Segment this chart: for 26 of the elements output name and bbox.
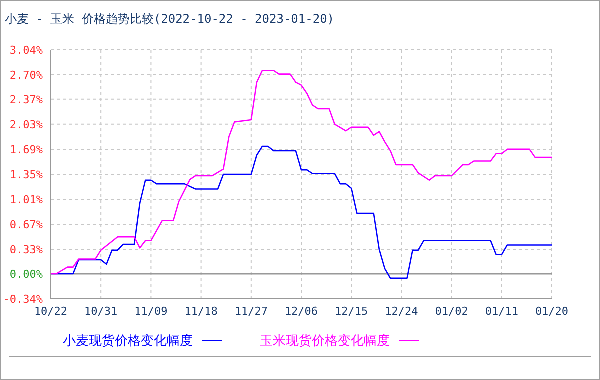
x-tick-label: 12/06	[284, 304, 318, 318]
x-tick-label: 01/02	[435, 304, 468, 318]
y-tick-label: 0.67%	[10, 218, 44, 232]
legend-label: 小麦现货价格变化幅度	[63, 333, 193, 350]
x-tick-label: 01/11	[485, 304, 518, 318]
x-tick-label: 01/20	[535, 304, 569, 318]
y-tick-label: 2.37%	[10, 93, 44, 106]
x-tick-label: 11/09	[134, 304, 168, 318]
legend-label: 玉米现货价格变化幅度	[260, 333, 390, 350]
x-tick-label: 10/31	[84, 304, 118, 318]
y-tick-label: 0.33%	[10, 244, 44, 257]
x-tick-label: 12/24	[385, 304, 419, 318]
y-tick-label: -0.34%	[3, 293, 44, 306]
y-tick-label: 1.35%	[10, 168, 44, 182]
y-tick-label: 3.04%	[10, 44, 44, 57]
x-tick-label: 12/15	[335, 304, 368, 318]
x-tick-label: 11/27	[234, 304, 268, 318]
x-tick-label: 10/22	[34, 304, 68, 318]
y-tick-label: 2.70%	[10, 69, 44, 82]
chart-title: 小麦 - 玉米 价格趋势比较(2022-10-22 - 2023-01-20)	[5, 11, 335, 28]
y-tick-label: 1.69%	[10, 143, 44, 156]
line-series	[51, 70, 552, 275]
x-tick-label: 11/18	[184, 304, 218, 318]
y-tick-label: 2.03%	[10, 118, 44, 132]
y-tick-label: 1.01%	[10, 194, 44, 207]
y-tick-label: 0.00%	[10, 268, 44, 281]
